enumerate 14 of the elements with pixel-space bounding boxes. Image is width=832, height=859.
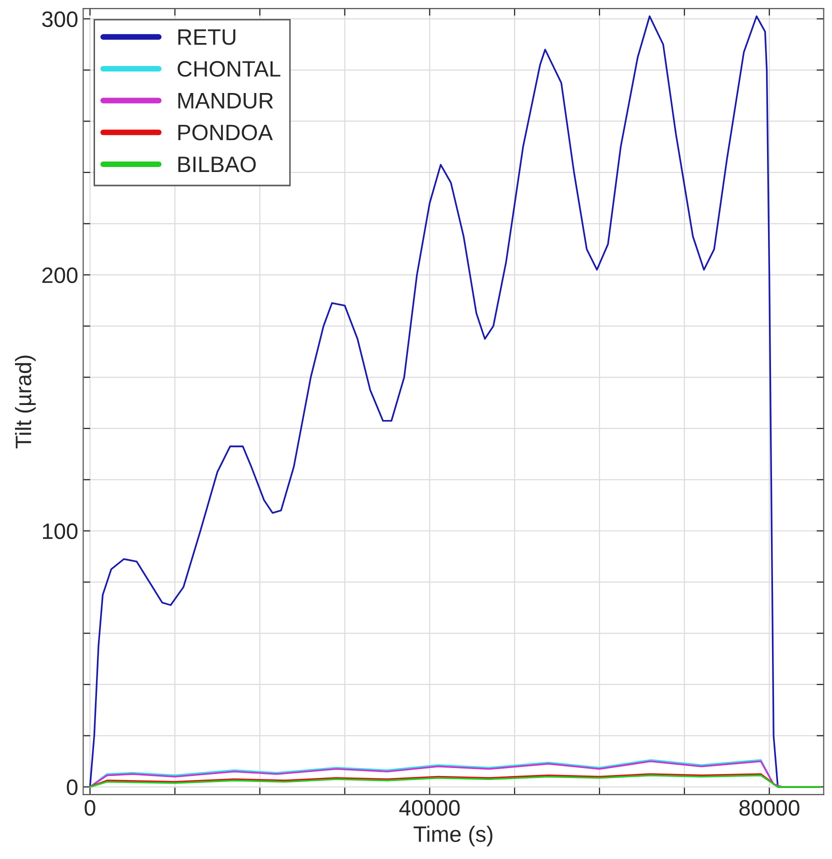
y-axis-title: Tilt (µrad)	[14, 356, 36, 448]
legend-label: RETU	[178, 29, 236, 45]
y-tick-label: 200	[42, 267, 78, 284]
x-tick-label: 0	[84, 800, 96, 816]
y-tick-label: 100	[42, 523, 78, 540]
x-tick-label: 80000	[739, 800, 800, 816]
y-tick-label: 300	[42, 11, 78, 28]
legend-label: PONDOA	[178, 124, 273, 140]
y-tick-label: 0	[66, 779, 78, 796]
legend-label: MANDUR	[178, 93, 274, 109]
legend-label: CHONTAL	[178, 61, 280, 77]
x-axis-title: Time (s)	[414, 826, 492, 846]
legend-label: BILBAO	[178, 156, 256, 172]
x-tick-label: 40000	[399, 800, 460, 816]
